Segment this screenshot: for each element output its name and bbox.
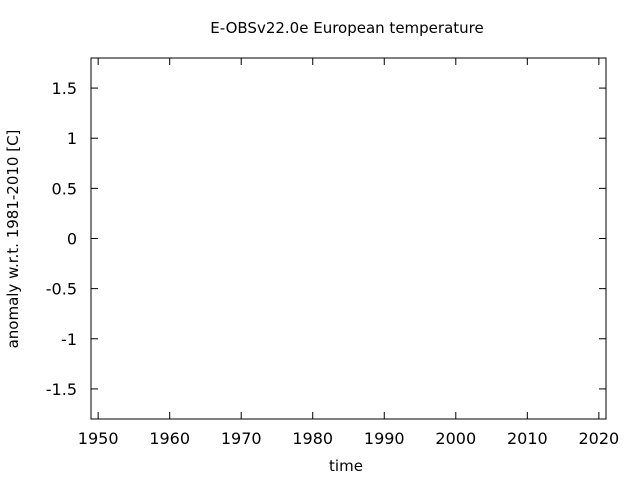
x-axis-label: time — [329, 457, 363, 475]
y-axis-label: anomaly w.r.t. 1981-2010 [C] — [4, 130, 22, 349]
x-tick-label: 1970 — [221, 429, 262, 448]
y-tick-label: 1 — [67, 129, 77, 148]
x-tick-label: 1960 — [149, 429, 190, 448]
plot-area — [90, 57, 607, 420]
x-tick-label: 1980 — [292, 429, 333, 448]
y-tick-label: -1 — [61, 330, 77, 349]
y-axis: 1.5 1 0.5 0 -0.5 -1 -1.5 — [46, 79, 606, 399]
x-tick-label: 2000 — [435, 429, 476, 448]
x-tick-label: 2020 — [578, 429, 619, 448]
chart-title: E-OBSv22.0e European temperature — [210, 19, 483, 37]
y-tick-label: -0.5 — [46, 280, 77, 299]
y-tick-label: -1.5 — [46, 380, 77, 399]
y-tick-label: 0 — [67, 230, 77, 249]
x-axis: 1950 1960 1970 1980 1990 2000 2010 2020 — [78, 58, 619, 448]
x-tick-label: 2010 — [507, 429, 548, 448]
y-tick-label: 0.5 — [52, 179, 77, 198]
y-tick-label: 1.5 — [52, 79, 77, 98]
x-tick-label: 1950 — [78, 429, 119, 448]
x-tick-label: 1990 — [364, 429, 405, 448]
